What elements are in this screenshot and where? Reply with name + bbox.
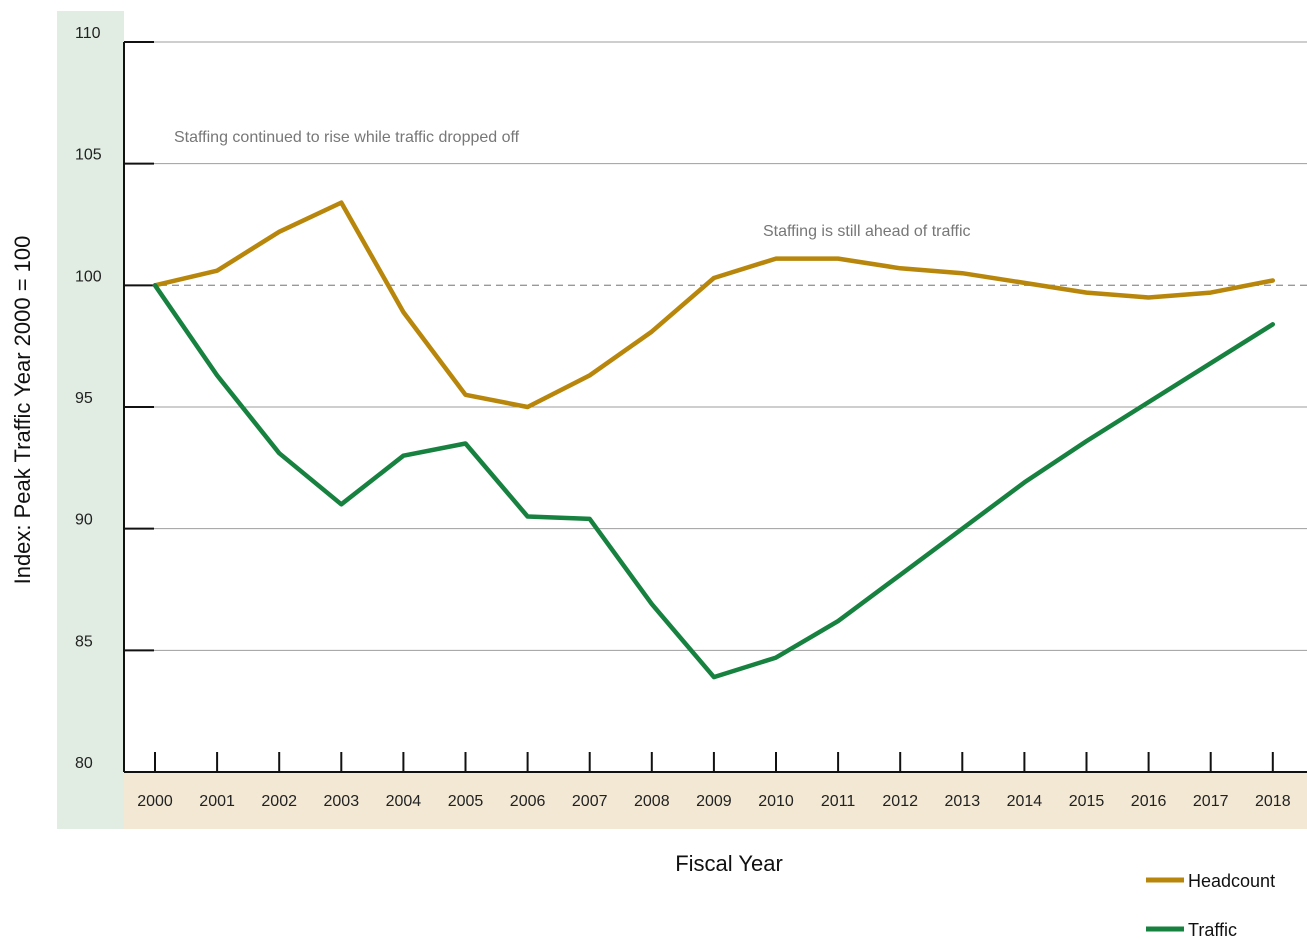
x-tick-label-2001: 2001: [199, 793, 235, 810]
x-tick-label-2018: 2018: [1255, 793, 1291, 810]
x-tick-label-2015: 2015: [1069, 793, 1105, 810]
series-line-traffic: [152, 283, 1276, 680]
y-tick-label-90: 90: [75, 512, 93, 529]
legend-label-headcount: Headcount: [1188, 871, 1275, 891]
y-axis-title: Index: Peak Traffic Year 2000 = 100: [10, 236, 35, 585]
x-tick-label-2004: 2004: [386, 793, 422, 810]
y-tick-label-95: 95: [75, 390, 93, 407]
legend-label-traffic: Traffic: [1188, 920, 1237, 939]
y-tick-label-100: 100: [75, 268, 102, 285]
y-tick-label-80: 80: [75, 755, 93, 772]
series-lines: [152, 200, 1276, 680]
x-axis-band: [124, 772, 1307, 829]
x-tick-label-2013: 2013: [945, 793, 981, 810]
x-tick-label-2002: 2002: [261, 793, 297, 810]
y-tick-label-85: 85: [75, 633, 93, 650]
x-tick-label-2000: 2000: [137, 793, 173, 810]
x-tick-label-2003: 2003: [324, 793, 360, 810]
annotation-ahead: Staffing is still ahead of traffic: [763, 223, 971, 240]
x-tick-label-2016: 2016: [1131, 793, 1167, 810]
y-axis-ticks: 80 85 90 95 100 105 110: [75, 25, 154, 773]
y-tick-label-110: 110: [75, 25, 101, 42]
x-tick-label-2005: 2005: [448, 793, 484, 810]
x-tick-label-2006: 2006: [510, 793, 546, 810]
x-axis-title: Fiscal Year: [675, 851, 783, 876]
legend: Headcount Traffic: [1146, 871, 1275, 939]
x-tick-label-2014: 2014: [1007, 793, 1043, 810]
x-tick-label-2007: 2007: [572, 793, 608, 810]
x-tick-label-2017: 2017: [1193, 793, 1229, 810]
series-line-headcount: [152, 200, 1276, 410]
annotation-rise: Staffing continued to rise while traffic…: [174, 129, 520, 146]
gridlines: [124, 41, 1307, 651]
x-tick-label-2011: 2011: [821, 793, 856, 810]
x-tick-label-2012: 2012: [882, 793, 918, 810]
x-tick-label-2008: 2008: [634, 793, 670, 810]
y-tick-label-105: 105: [75, 147, 102, 164]
y-axis-band: [57, 11, 124, 829]
x-tick-label-2010: 2010: [758, 793, 794, 810]
x-tick-label-2009: 2009: [696, 793, 732, 810]
x-axis-ticks: 2000 2001 2002 2003 2004 2005 2006 2007 2008 2009…: [137, 752, 1291, 810]
